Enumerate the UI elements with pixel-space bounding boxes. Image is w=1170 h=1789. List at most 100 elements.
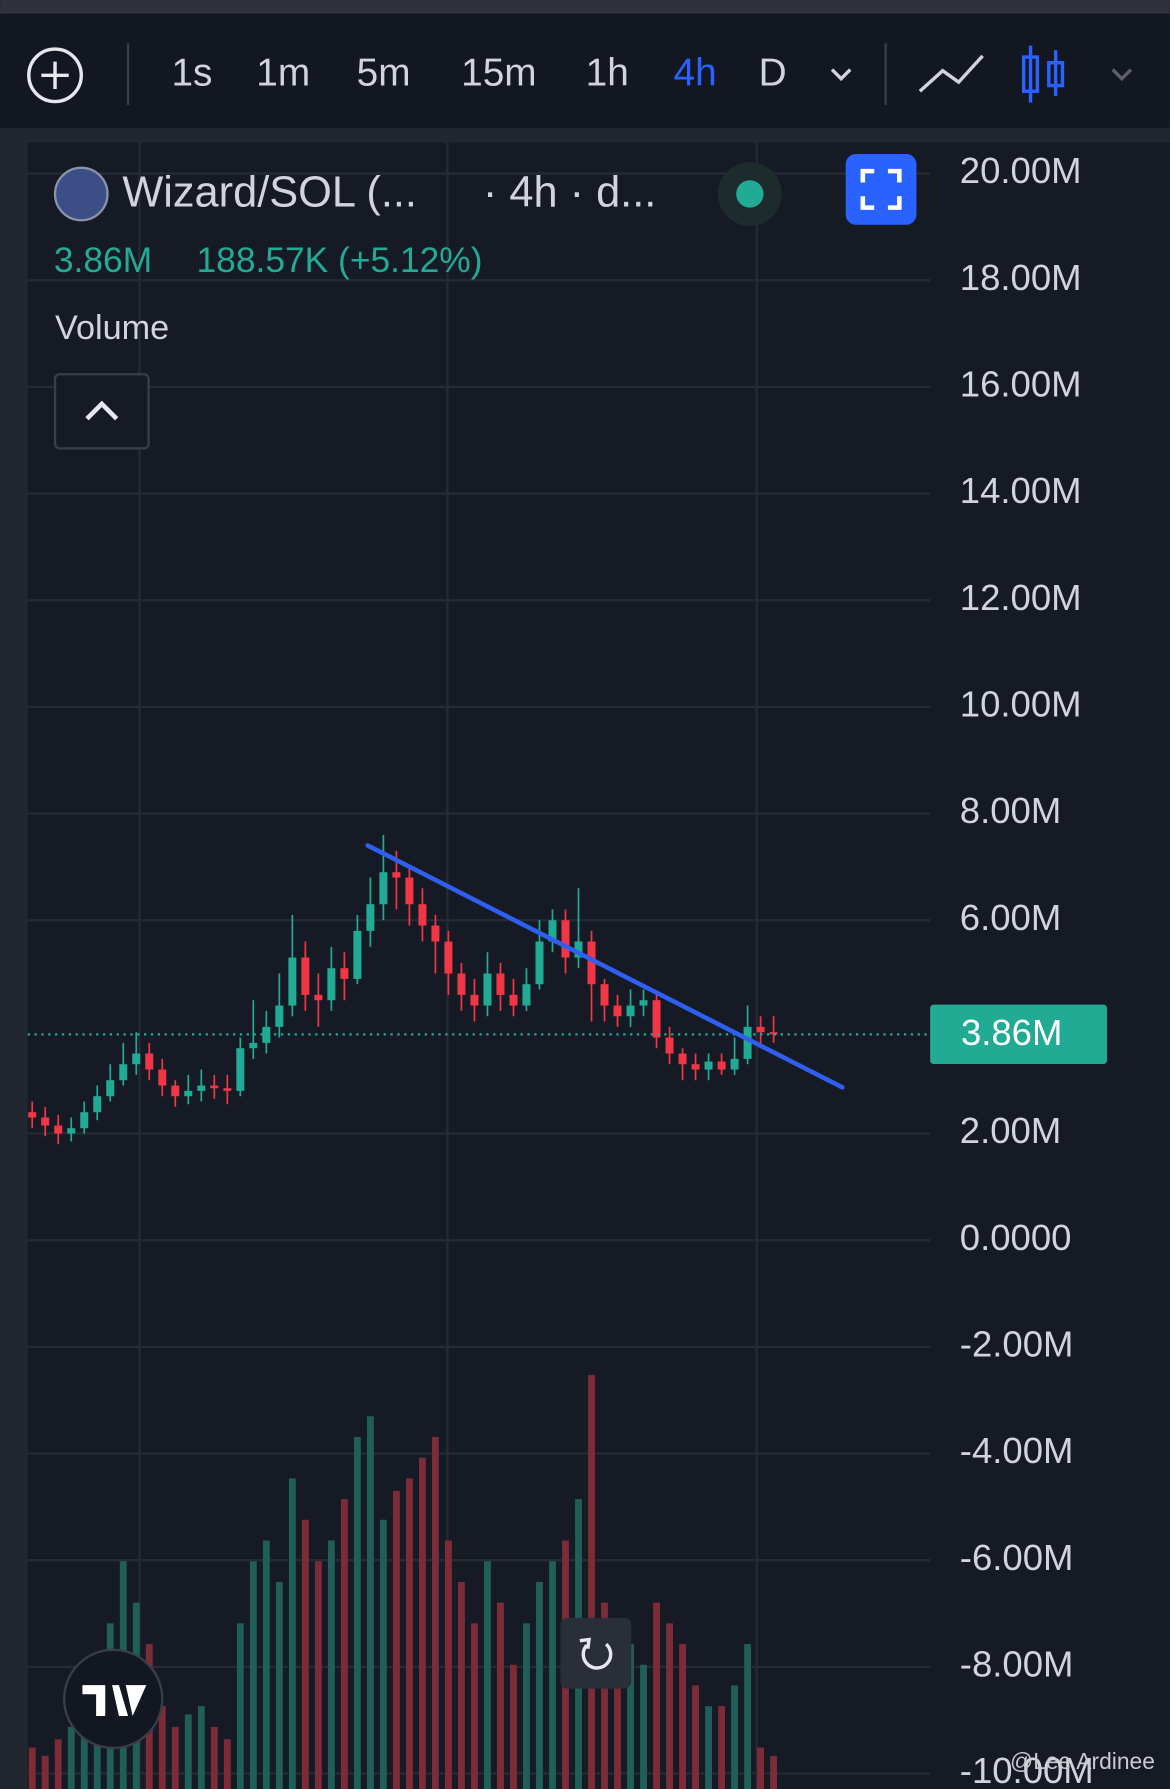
candle-body (483, 973, 492, 1006)
collapse-button[interactable] (53, 373, 150, 450)
volume-bar (405, 1478, 413, 1789)
candle-body (665, 1037, 674, 1054)
interval-button[interactable]: 1s (171, 52, 212, 95)
volume-bar (523, 1623, 530, 1789)
candle-body (522, 984, 531, 1006)
candle-body (613, 1005, 622, 1017)
y-tick-label: -10.00M (960, 1750, 1094, 1789)
y-tick-label: -4.00M (960, 1430, 1074, 1471)
reset-button[interactable] (560, 1617, 632, 1689)
volume-bar (770, 1755, 778, 1789)
candle-body (340, 968, 349, 979)
volume-bar (484, 1561, 491, 1789)
candle-body (93, 1096, 102, 1113)
candle-body (54, 1125, 63, 1134)
volume-bar (757, 1747, 765, 1789)
style-dropdown[interactable] (1111, 68, 1133, 82)
interval-button[interactable]: 5m (357, 52, 411, 95)
candle-body (535, 941, 544, 985)
interval-button[interactable]: 15m (461, 52, 536, 95)
y-tick-label: 16.00M (960, 364, 1082, 405)
volume-bar (653, 1602, 660, 1789)
volume-bar (223, 1739, 231, 1789)
y-tick-label: 14.00M (960, 470, 1082, 511)
add-button[interactable] (27, 47, 83, 104)
last-price-badge (930, 1004, 1107, 1065)
candle-body (262, 1026, 271, 1043)
last-price-label: 3.86M (961, 1012, 1062, 1053)
volume-bar (379, 1519, 387, 1789)
interval-button[interactable]: D (759, 52, 787, 95)
volume-bar (327, 1540, 335, 1789)
volume-bar (340, 1499, 348, 1789)
y-tick-label: 10.00M (960, 684, 1082, 725)
volume-bar (458, 1581, 465, 1789)
candle-body (236, 1048, 245, 1091)
volume-bar (236, 1623, 244, 1789)
volume-bar (171, 1726, 179, 1789)
candle-body (509, 994, 518, 1006)
trend-line[interactable] (365, 843, 845, 1090)
interval-button[interactable]: 1m (256, 52, 310, 95)
candle-body (314, 994, 323, 1001)
candle-body (639, 1000, 648, 1006)
volume-bar (262, 1540, 270, 1789)
candle-body (561, 920, 570, 958)
candle-body (769, 1032, 778, 1035)
line-style-button[interactable] (918, 54, 984, 93)
status-strip (0, 0, 1170, 14)
volume-bar (471, 1623, 478, 1789)
candle-body (652, 1000, 661, 1038)
candle-body (587, 941, 596, 985)
candle-body (249, 1042, 258, 1049)
candle-body (756, 1026, 765, 1033)
volume-bar (588, 1374, 595, 1789)
candle-body (171, 1085, 180, 1097)
candle-body (197, 1085, 206, 1091)
token-logo (53, 166, 109, 222)
candle-body (327, 968, 336, 1001)
candle-body (678, 1053, 687, 1065)
volume-bar (718, 1706, 725, 1789)
interval-button[interactable]: 4h (674, 52, 717, 95)
candle-body (392, 872, 401, 878)
y-tick-label: -2.00M (960, 1324, 1074, 1365)
volume-bar (210, 1726, 218, 1789)
candle-body (132, 1053, 141, 1065)
interval-dropdown[interactable] (830, 68, 852, 82)
candle-body (223, 1088, 232, 1091)
volume-bar (744, 1644, 752, 1789)
volume-bar (679, 1644, 686, 1789)
y-tick-label: 0.0000 (960, 1217, 1072, 1258)
volume-bar (536, 1581, 543, 1789)
candle-body (405, 877, 414, 905)
candle-body (431, 925, 440, 942)
volume-bar (614, 1623, 621, 1789)
candle-body (275, 1005, 284, 1027)
volume-bar (418, 1457, 426, 1789)
volume-bar (184, 1714, 192, 1789)
candle-style-button[interactable] (1021, 45, 1065, 103)
volume-bar (692, 1685, 699, 1789)
volume-bar (28, 1747, 36, 1789)
volume-bar (510, 1664, 517, 1789)
market-status-dot (736, 180, 764, 208)
volume-bar (431, 1436, 439, 1789)
volume-bar (314, 1561, 322, 1789)
candle-body (67, 1128, 76, 1134)
fullscreen-button[interactable] (845, 154, 917, 225)
interval-button[interactable]: 1h (586, 52, 629, 95)
volume-bar (353, 1436, 361, 1789)
y-tick-label: 6.00M (960, 897, 1061, 938)
volume-bar (67, 1726, 75, 1789)
candle-body (574, 941, 583, 958)
candle-body (379, 872, 388, 905)
volume-bar (249, 1561, 257, 1789)
symbol-subtitle: · 4h · d... (483, 169, 656, 217)
tradingview-logo[interactable] (63, 1648, 164, 1750)
y-tick-label: 12.00M (960, 577, 1082, 618)
candle-body (210, 1085, 219, 1089)
